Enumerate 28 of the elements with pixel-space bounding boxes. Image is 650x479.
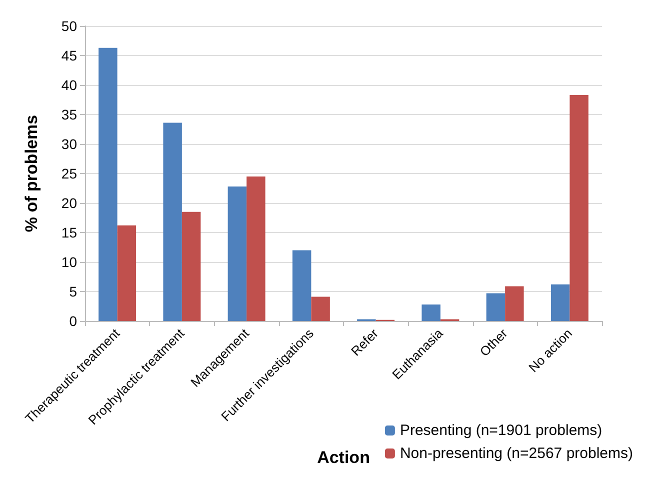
bar: [311, 296, 330, 321]
y-tick-label: 15: [61, 224, 78, 240]
y-tick-label: 45: [61, 48, 78, 64]
bar: [98, 48, 118, 321]
bar: [246, 176, 266, 321]
legend-label: Presenting (n=1901 problems): [400, 422, 602, 439]
y-tick-label: 0: [69, 313, 78, 329]
y-tick-label: 10: [61, 254, 78, 270]
y-tick-label: 25: [61, 166, 78, 182]
y-tick-label: 35: [61, 106, 78, 122]
bar: [550, 284, 570, 321]
y-tick-label: 5: [69, 284, 78, 300]
bar: [117, 225, 136, 321]
bar: [422, 304, 440, 321]
y-axis-title: % of problems: [22, 114, 41, 232]
bar: [486, 293, 506, 321]
bar: [228, 186, 247, 321]
legend-label: Non-presenting (n=2567 problems): [400, 445, 634, 462]
bar: [292, 250, 312, 321]
y-tick-label: 50: [61, 18, 78, 34]
y-tick-label: 20: [61, 195, 78, 211]
y-tick-label: 40: [61, 77, 78, 93]
x-axis-title: Action: [317, 448, 370, 467]
bar: [163, 122, 182, 321]
bar: [505, 286, 524, 321]
y-tick-label: 30: [61, 136, 78, 152]
bar: [182, 212, 201, 321]
bar: [570, 95, 588, 321]
